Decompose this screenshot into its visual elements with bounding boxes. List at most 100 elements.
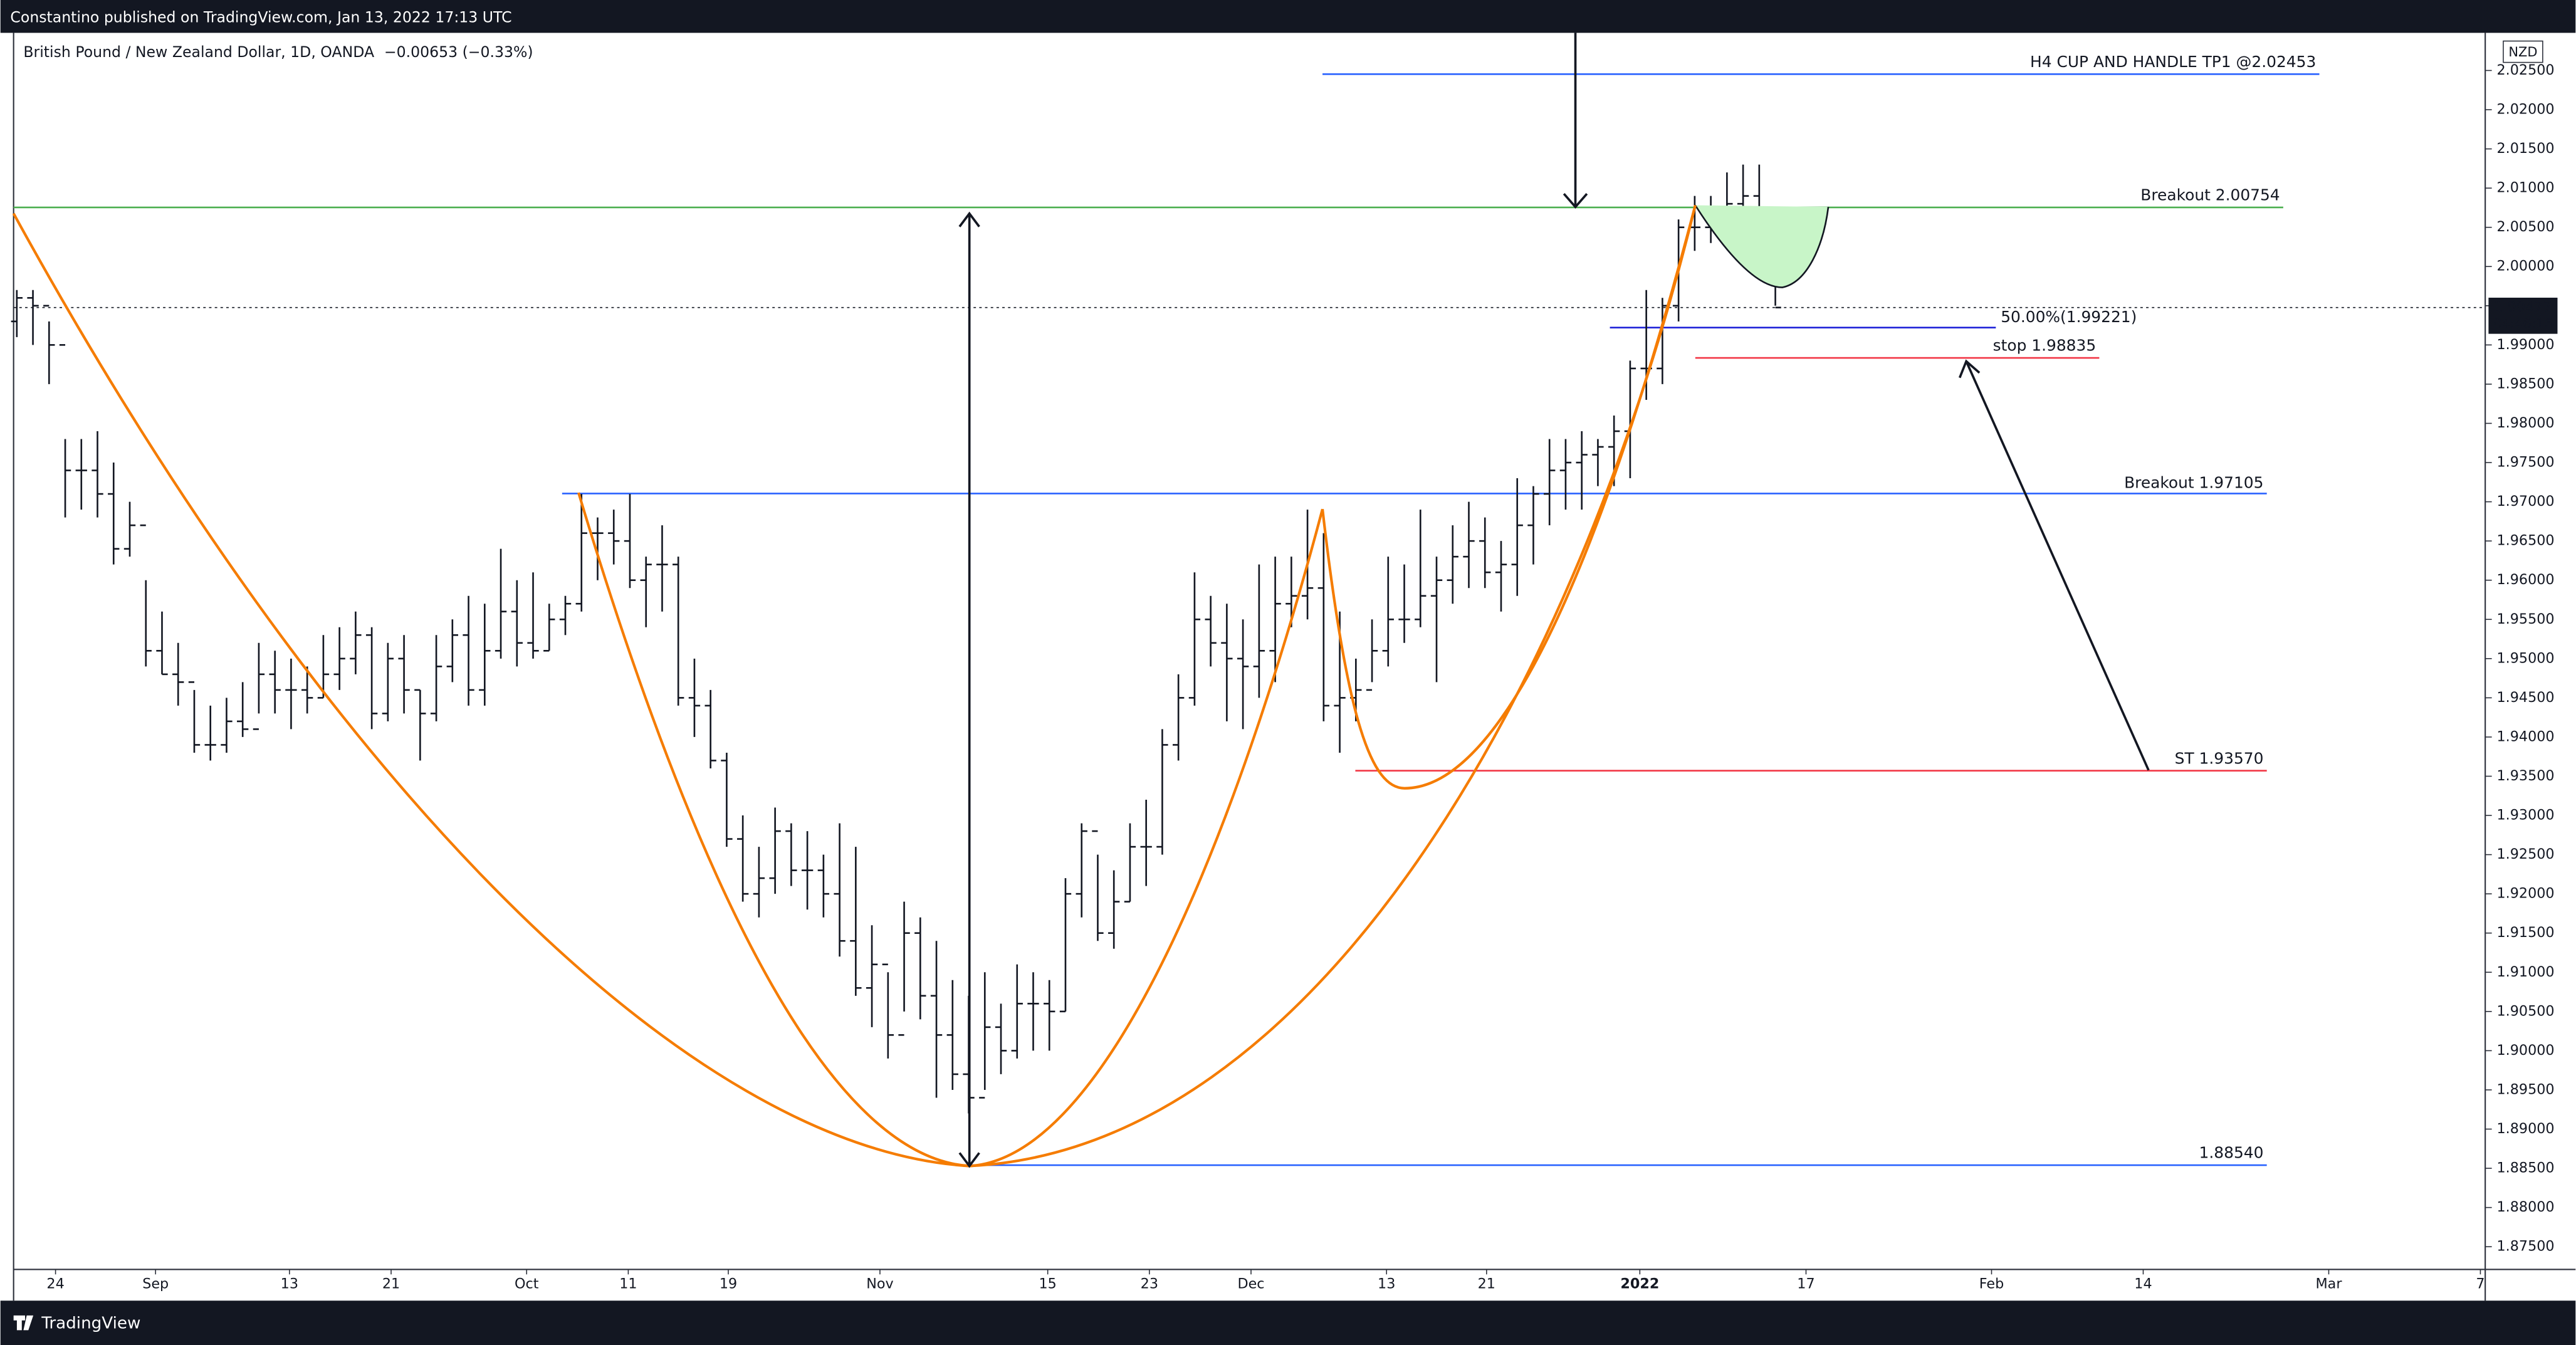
ohlc-bar: [1366, 619, 1378, 691]
ohlc-bar: [430, 635, 442, 721]
x-tick-label: 15: [1039, 1276, 1056, 1292]
y-tick-label: 1.90000: [2497, 1042, 2555, 1059]
ohlc-bar: [817, 854, 830, 918]
footer-bar: [0, 1301, 2576, 1345]
ohlc-bar: [882, 963, 894, 1059]
last-price-label: 1.99477: [2494, 299, 2552, 315]
x-tick-label: 24: [46, 1276, 64, 1292]
x-tick-label: 21: [382, 1276, 400, 1292]
ohlc-bar: [1544, 439, 1556, 526]
ohlc-bar: [1237, 619, 1249, 730]
ohlc-bar: [11, 290, 23, 337]
x-tick-label: 21: [1478, 1276, 1495, 1292]
ohlc-bar: [317, 635, 330, 699]
ohlc-bar: [92, 431, 103, 518]
y-tick-label: 1.93000: [2497, 807, 2555, 824]
y-tick-label: 1.97500: [2497, 454, 2555, 471]
x-tick-label: Oct: [515, 1276, 539, 1292]
x-tick-label: 13: [281, 1276, 298, 1292]
ohlc-bar: [301, 666, 313, 714]
ohlc-bar: [1059, 878, 1072, 1013]
ohlc-bar: [1027, 972, 1039, 1051]
x-tick-label: Feb: [1979, 1276, 2004, 1292]
ohlc-bar: [365, 627, 378, 730]
ohlc-bar: [575, 494, 587, 612]
last-price-box: [2488, 297, 2558, 334]
ohlc-bar: [1415, 510, 1427, 627]
ohlc-bar: [1188, 572, 1201, 706]
y-tick-label: 1.88000: [2497, 1199, 2555, 1215]
y-tick-label: 2.02500: [2497, 62, 2555, 78]
ohlc-bar: [946, 980, 958, 1090]
y-tick-label: 1.96500: [2497, 533, 2555, 549]
ohlc-bar: [59, 344, 71, 518]
ohlc-bar: [188, 681, 201, 753]
ohlc-bar: [688, 658, 701, 737]
ohlc-bar: [446, 619, 458, 683]
ohlc-bar: [850, 847, 862, 996]
y-tick-label: 1.92500: [2497, 846, 2555, 862]
ohlc-bar: [43, 305, 55, 384]
ohlc-bar: [204, 705, 216, 761]
change: −0.00653 (−0.33%): [384, 43, 533, 60]
x-tick-label: 11: [619, 1276, 637, 1292]
x-tick-label: Nov: [866, 1276, 893, 1292]
ohlc-bar: [1479, 517, 1491, 589]
y-tick-label: 1.87500: [2497, 1238, 2555, 1255]
y-tick-label: 1.93500: [2497, 768, 2555, 784]
ohlc-bar: [140, 524, 152, 667]
ohlc-bar: [914, 917, 926, 1020]
level-label: ST 1.93570: [2175, 749, 2264, 767]
ohlc-bar: [237, 682, 249, 737]
ohlc-bar: [414, 689, 426, 761]
ohlc-bar: [1172, 674, 1185, 761]
handle-curve: [1694, 204, 1830, 288]
level-label: 1.88540: [2199, 1144, 2264, 1162]
header-bar: [0, 0, 2576, 33]
ohlc-bar: [1205, 595, 1217, 667]
x-tick-label: 19: [720, 1276, 737, 1292]
ohlc-bar: [753, 847, 765, 918]
ohlc-bar: [640, 557, 652, 627]
y-tick-label: 1.98000: [2497, 415, 2555, 431]
level-label: 50.00%(1.99221): [2001, 308, 2137, 326]
y-tick-label: 1.88500: [2497, 1160, 2555, 1176]
ohlc-bar: [1559, 439, 1572, 510]
ohlc-bar: [511, 580, 523, 667]
ohlc-bar: [27, 290, 39, 345]
x-tick-label: 17: [1797, 1276, 1814, 1292]
y-tick-label: 1.96000: [2497, 572, 2555, 588]
ohlc-bar: [172, 642, 184, 706]
ohlc-bar: [624, 494, 636, 589]
y-tick-label: 2.02000: [2497, 102, 2555, 118]
cup-curve: [1321, 205, 1697, 790]
ohlc-bar: [1317, 533, 1330, 721]
countdown: 04:46:16: [2493, 316, 2552, 331]
y-tick-label: 1.98500: [2497, 375, 2555, 392]
ohlc-bar: [1398, 564, 1410, 643]
level-label: stop 1.98835: [1993, 337, 2097, 355]
ohlc-bar: [382, 642, 394, 721]
cup-curve: [12, 212, 970, 1168]
ohlc-bar: [1108, 870, 1120, 949]
y-tick-label: 1.94000: [2497, 728, 2555, 745]
y-tick-label: 2.00000: [2497, 258, 2555, 275]
ohlc-bar: [995, 1003, 1007, 1074]
level-label: Breakout 2.00754: [2140, 186, 2280, 204]
ohlc-bar: [898, 901, 910, 1036]
ohlc-bar: [333, 627, 345, 690]
ohlc-bar: [543, 604, 555, 652]
ohlc-bar: [1463, 501, 1475, 589]
ohlc-bar: [721, 752, 733, 847]
ohlc-bar: [398, 635, 410, 714]
ohlc-bar: [123, 501, 136, 557]
ohlc-bar: [769, 807, 781, 894]
ohlc-bar: [1511, 478, 1523, 596]
ohlc-bar: [156, 611, 168, 676]
y-tick-label: 1.91500: [2497, 924, 2555, 941]
y-tick-label: 2.01500: [2497, 140, 2555, 157]
ohlc-bar: [1044, 980, 1055, 1051]
chart-title: British Pound / New Zealand Dollar, 1D, …: [23, 43, 374, 60]
